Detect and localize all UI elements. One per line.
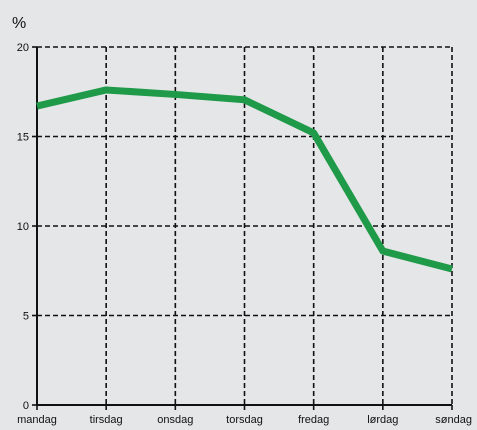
x-tick-label-lørdag: lørdag — [367, 414, 398, 426]
y-tick-label-5: 5 — [23, 311, 29, 323]
axes — [32, 46, 453, 410]
x-tick-label-mandag: mandag — [17, 414, 57, 426]
x-tick-labels: mandag tirsdag onsdag torsdag fredag lørdag sø… — [17, 414, 472, 426]
y-tick-labels: 0 5 10 15 20 — [17, 42, 29, 412]
series — [36, 86, 453, 273]
grid — [37, 46, 453, 405]
x-tick-label-tirsdag: tirsdag — [90, 414, 123, 426]
x-tick-label-fredag: fredag — [298, 414, 329, 426]
x-tick-label-onsdag: onsdag — [157, 414, 193, 426]
y-tick-label-20: 20 — [17, 42, 29, 54]
y-tick-label-0: 0 — [23, 400, 29, 412]
x-tick-label-torsdag: torsdag — [226, 414, 263, 426]
y-unit-label: % — [12, 15, 26, 32]
x-tick-label-søndag: søndag — [435, 414, 472, 426]
y-tick-label-10: 10 — [17, 221, 29, 233]
y-tick-label-15: 15 — [17, 132, 29, 144]
